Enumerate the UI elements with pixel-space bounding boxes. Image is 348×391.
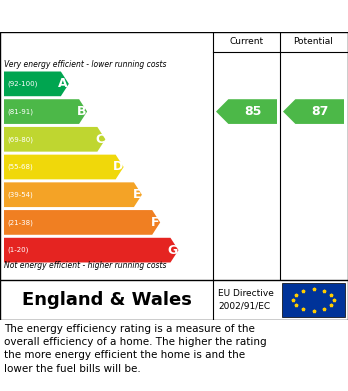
Text: Very energy efficient - lower running costs: Very energy efficient - lower running co… <box>4 60 166 69</box>
Text: (69-80): (69-80) <box>7 136 33 143</box>
Text: C: C <box>95 133 104 146</box>
Text: (81-91): (81-91) <box>7 108 33 115</box>
Polygon shape <box>4 99 87 124</box>
Text: F: F <box>151 216 159 229</box>
Text: Energy Efficiency Rating: Energy Efficiency Rating <box>10 9 232 23</box>
Text: The energy efficiency rating is a measure of the
overall efficiency of a home. T: The energy efficiency rating is a measur… <box>4 324 267 373</box>
Text: 2002/91/EC: 2002/91/EC <box>218 301 270 310</box>
Polygon shape <box>4 210 160 235</box>
Text: 87: 87 <box>311 105 329 118</box>
Polygon shape <box>4 155 124 179</box>
Text: EU Directive: EU Directive <box>218 289 274 298</box>
Text: Potential: Potential <box>294 38 333 47</box>
Bar <box>282 283 345 317</box>
Text: 85: 85 <box>244 105 261 118</box>
Text: A: A <box>58 77 68 90</box>
Polygon shape <box>4 238 179 262</box>
Polygon shape <box>4 182 142 207</box>
Text: (21-38): (21-38) <box>7 219 33 226</box>
Text: E: E <box>133 188 141 201</box>
Text: (55-68): (55-68) <box>7 164 33 170</box>
Text: G: G <box>167 244 177 256</box>
Text: (39-54): (39-54) <box>7 192 33 198</box>
Text: (92-100): (92-100) <box>7 81 37 87</box>
Text: (1-20): (1-20) <box>7 247 29 253</box>
Polygon shape <box>216 99 277 124</box>
Text: Current: Current <box>229 38 263 47</box>
Polygon shape <box>283 99 344 124</box>
Polygon shape <box>4 127 105 152</box>
Polygon shape <box>4 72 69 96</box>
Text: England & Wales: England & Wales <box>22 291 191 309</box>
Text: Not energy efficient - higher running costs: Not energy efficient - higher running co… <box>4 261 166 270</box>
Text: B: B <box>77 105 86 118</box>
Text: D: D <box>112 160 122 174</box>
